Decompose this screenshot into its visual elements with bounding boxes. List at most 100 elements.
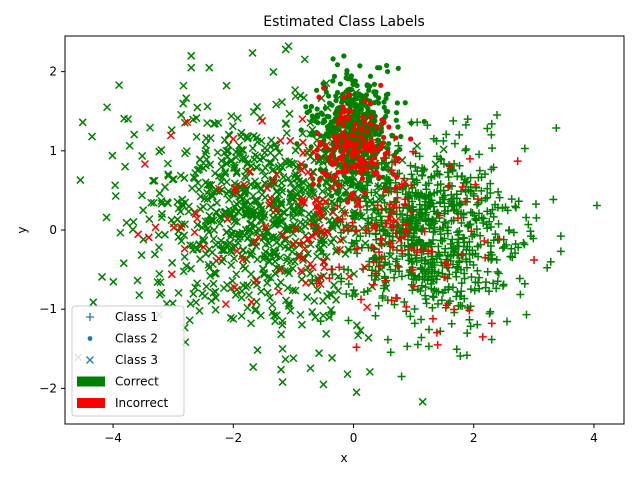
data-point <box>217 246 226 255</box>
data-point <box>76 176 85 185</box>
data-point <box>278 378 287 387</box>
data-point <box>226 232 235 241</box>
data-point <box>327 265 336 274</box>
data-point <box>402 225 411 234</box>
data-point <box>371 100 377 106</box>
data-point <box>230 160 239 170</box>
data-point <box>507 195 516 204</box>
data-point <box>193 103 202 112</box>
data-point <box>211 305 220 314</box>
data-point <box>393 261 402 270</box>
data-point <box>427 172 436 181</box>
data-point <box>250 182 259 191</box>
data-point <box>433 340 442 349</box>
data-point <box>384 185 390 191</box>
data-point <box>207 296 216 305</box>
data-point <box>410 319 419 328</box>
data-point <box>301 278 310 287</box>
data-point <box>522 213 531 222</box>
data-point <box>340 121 347 128</box>
data-point <box>374 182 383 191</box>
data-point <box>297 209 306 218</box>
data-point <box>334 144 340 150</box>
data-point <box>240 201 250 211</box>
data-point <box>348 151 354 157</box>
data-point <box>455 161 464 170</box>
data-point <box>474 278 483 287</box>
data-point <box>402 100 408 106</box>
data-point <box>149 198 158 207</box>
data-point <box>487 223 496 232</box>
data-point <box>334 286 343 295</box>
data-point <box>362 205 371 214</box>
data-point <box>259 153 268 163</box>
data-point <box>397 241 406 250</box>
data-point <box>232 270 241 279</box>
data-point <box>322 329 331 338</box>
data-point <box>241 264 250 273</box>
data-point <box>365 83 372 89</box>
data-point <box>478 332 487 341</box>
data-point <box>348 195 354 201</box>
data-point <box>272 100 281 109</box>
data-point <box>340 208 349 217</box>
data-point <box>164 171 173 180</box>
data-point <box>320 263 329 272</box>
data-point <box>375 261 384 270</box>
data-point <box>200 194 209 203</box>
data-point <box>155 269 164 278</box>
data-point <box>343 370 352 379</box>
data-point <box>310 296 319 305</box>
data-point <box>88 132 97 141</box>
data-point <box>395 124 401 130</box>
data-point <box>260 210 269 219</box>
data-point <box>154 230 163 240</box>
y-tick-label: −2 <box>39 381 57 395</box>
data-point <box>400 231 409 240</box>
data-point <box>351 147 358 153</box>
data-point <box>297 160 306 169</box>
data-point <box>345 76 351 82</box>
data-point <box>321 85 327 91</box>
data-point <box>341 53 347 59</box>
data-point <box>377 145 384 151</box>
data-point <box>499 281 508 290</box>
data-point <box>446 240 455 249</box>
data-point <box>424 191 433 200</box>
data-point <box>241 208 250 217</box>
data-point <box>394 100 401 106</box>
data-point <box>353 121 359 127</box>
data-point <box>192 298 201 307</box>
data-point <box>350 211 359 220</box>
data-point <box>486 179 495 188</box>
data-point <box>552 124 561 133</box>
data-point <box>184 207 193 216</box>
data-point <box>373 122 382 131</box>
data-point <box>367 188 376 197</box>
data-point <box>193 214 202 223</box>
data-point <box>450 248 459 257</box>
data-point <box>179 81 188 90</box>
data-point <box>406 161 415 170</box>
data-point <box>129 217 138 226</box>
data-point <box>395 65 401 71</box>
data-point <box>97 272 107 281</box>
data-point <box>227 112 236 121</box>
data-point <box>360 182 369 192</box>
data-point <box>149 176 158 185</box>
data-point <box>162 198 172 207</box>
data-point <box>458 182 467 191</box>
data-point <box>202 155 211 164</box>
data-point <box>491 200 500 209</box>
data-point <box>489 236 498 245</box>
data-point <box>213 148 222 157</box>
data-point <box>424 214 433 223</box>
data-point <box>278 317 287 326</box>
data-point <box>487 319 496 328</box>
data-point <box>276 199 285 208</box>
data-point <box>378 294 387 303</box>
data-point <box>249 131 258 140</box>
data-point <box>269 67 278 76</box>
data-point <box>330 175 339 184</box>
data-point <box>163 159 172 168</box>
